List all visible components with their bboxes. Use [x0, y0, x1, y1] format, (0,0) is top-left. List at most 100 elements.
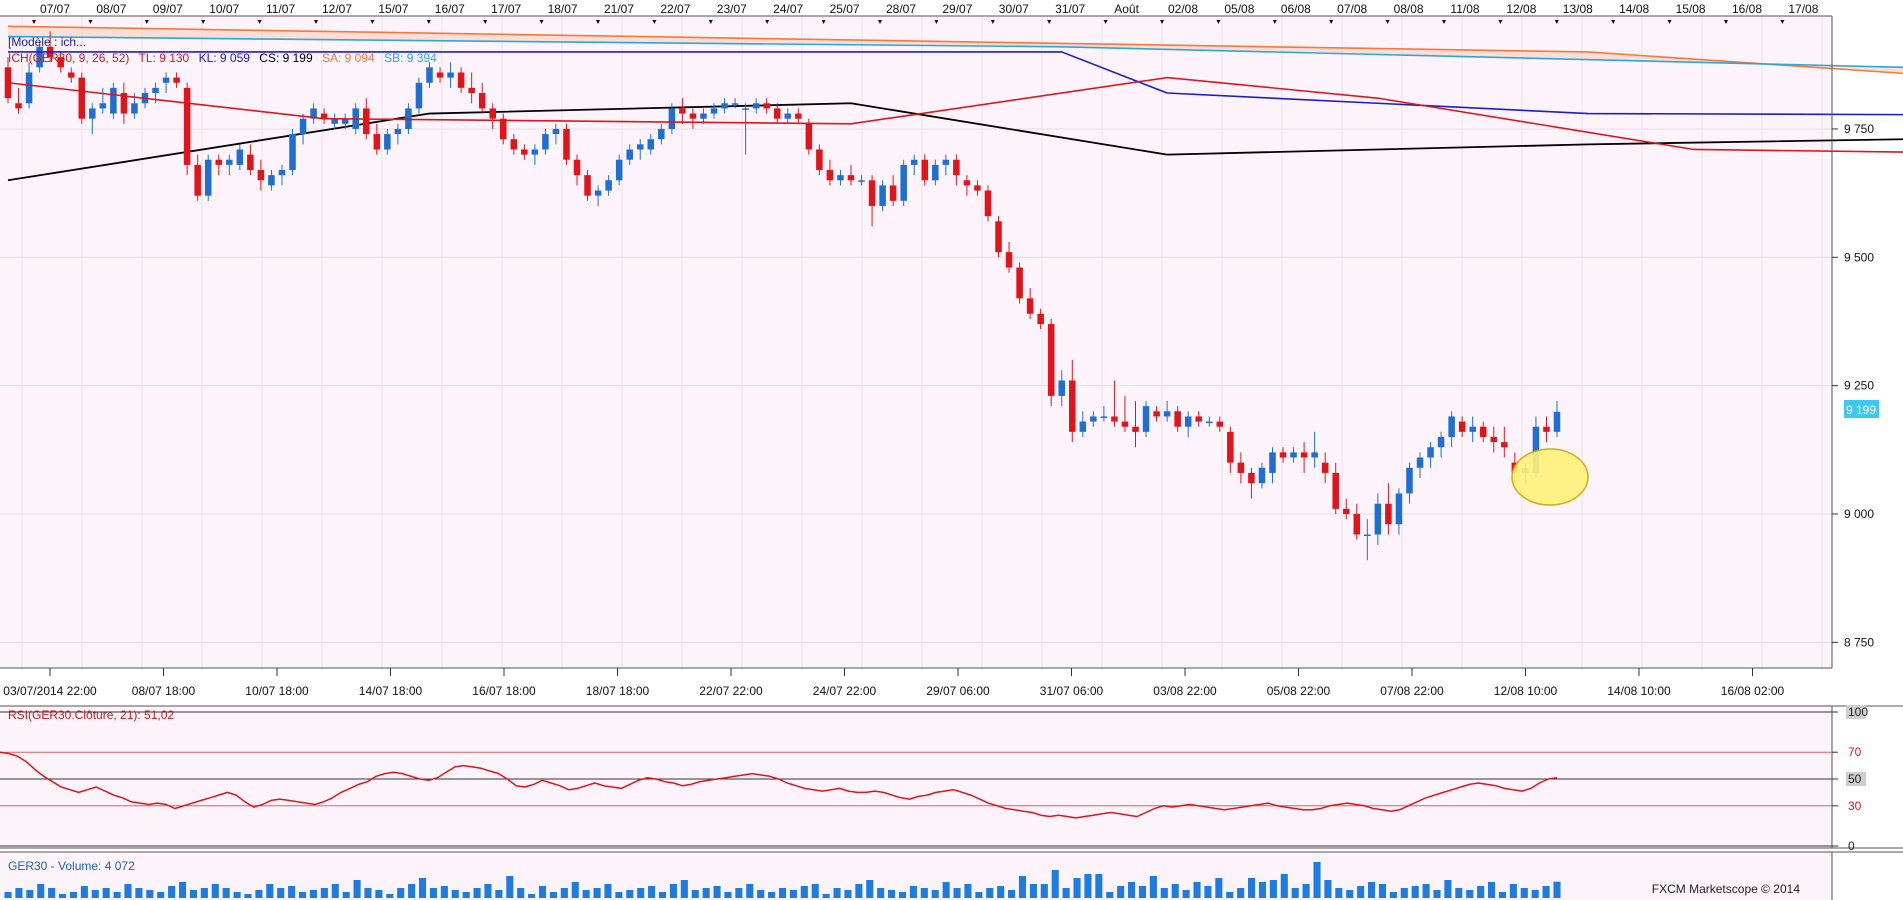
price-axis-label: 9 250 — [1844, 379, 1874, 393]
candle-body — [1501, 442, 1508, 448]
top-date-label: 11/08 — [1450, 2, 1479, 16]
volume-bar — [975, 892, 983, 898]
volume-bar — [506, 876, 514, 898]
candle-body — [995, 221, 1002, 253]
candle-body — [763, 103, 770, 109]
candle-body — [605, 180, 612, 191]
candle-body — [837, 175, 844, 181]
volume-bar — [844, 890, 852, 898]
volume-bar — [451, 890, 459, 898]
top-date-tick — [1780, 20, 1785, 24]
volume-bar — [1204, 886, 1212, 898]
volume-bar — [1215, 878, 1223, 898]
candle-body — [563, 128, 570, 160]
model-label[interactable]: [Modèle : ich... — [8, 35, 86, 49]
top-date-label: 30/07 — [999, 2, 1029, 16]
candle-body — [647, 139, 655, 150]
candle-body — [320, 113, 328, 119]
price-scale-bg — [1832, 16, 1903, 668]
candle-body — [25, 72, 33, 104]
candle-body — [99, 103, 107, 109]
rsi-scale-bg — [1832, 706, 1903, 848]
volume-bar — [320, 888, 328, 898]
tenkan-line — [7, 76, 1903, 153]
volume-bar — [418, 878, 427, 898]
candle-body — [1205, 421, 1213, 424]
candle-body — [615, 159, 623, 181]
copyright: FXCM Marketscope © 2014 — [1652, 882, 1801, 896]
candle-body — [1479, 426, 1487, 437]
volume-bar — [1128, 882, 1136, 898]
top-date-tick — [1160, 20, 1164, 24]
top-date-label: 11/07 — [266, 2, 295, 16]
volume-bar — [146, 890, 154, 898]
top-date-label: 13/08 — [1563, 2, 1593, 16]
top-date-tick — [1103, 20, 1108, 24]
volume-bar — [757, 890, 765, 898]
candle-body — [67, 72, 75, 78]
top-date-tick — [144, 20, 149, 24]
volume-bar — [964, 884, 972, 898]
bottom-date-label: 08/07 18:00 — [132, 684, 196, 698]
candle-body — [1227, 431, 1234, 463]
volume-bar — [408, 884, 416, 898]
candle-body — [384, 134, 391, 150]
kl-value: KL: 9 059 — [199, 51, 251, 65]
candle-body — [868, 180, 876, 206]
volume-bar — [615, 892, 623, 898]
volume-bar — [255, 890, 263, 898]
sb-value: SB: 9 394 — [384, 51, 437, 65]
volume-bar — [811, 884, 819, 898]
volume-bar — [48, 888, 56, 898]
volume-bar — [1444, 880, 1452, 898]
volume-bar — [1542, 886, 1550, 898]
candle-body — [742, 108, 749, 110]
top-date-label: 17/07 — [491, 2, 521, 16]
rsi-line — [0, 751, 1558, 819]
candle-body — [1395, 493, 1403, 525]
volume-bar — [298, 892, 307, 898]
volume-bar — [168, 886, 176, 898]
volume-bar — [1117, 886, 1125, 898]
candle-body — [1458, 421, 1466, 432]
volume-bar — [637, 888, 645, 898]
volume-bar — [626, 890, 634, 898]
candle-body — [1374, 503, 1382, 535]
volume-bar — [15, 888, 23, 898]
volume-bar — [528, 894, 536, 898]
volume-scale-bg — [1832, 852, 1903, 900]
candle-body — [310, 108, 317, 119]
volume-bar — [1248, 878, 1256, 898]
candle-body — [1311, 452, 1318, 458]
candle-body — [247, 154, 254, 171]
cs-value: CS: 9 199 — [259, 51, 313, 65]
candle-body — [162, 77, 170, 83]
volume-bar — [768, 892, 776, 898]
volume-bar — [397, 888, 405, 898]
volume-bar — [1008, 890, 1016, 898]
volume-bar — [1291, 888, 1299, 898]
volume-bar — [1346, 890, 1354, 898]
candle-body — [1258, 467, 1266, 484]
candle-body — [1553, 411, 1561, 432]
rsi-axis-label: 0 — [1848, 839, 1855, 853]
bottom-date-label: 29/07 06:00 — [926, 684, 990, 698]
candle-body — [1416, 457, 1424, 468]
volume-bar — [1029, 884, 1037, 898]
volume-bar — [593, 888, 601, 898]
candle-body — [679, 108, 686, 114]
candle-body — [1279, 452, 1287, 458]
rsi-panel — [0, 711, 1832, 847]
top-date-label: 22/07 — [660, 2, 690, 16]
sa-value: SA: 9 094 — [322, 51, 375, 65]
top-date-tick — [821, 20, 826, 24]
candle-body — [710, 108, 718, 114]
top-date-label: 28/07 — [886, 2, 916, 16]
price-axis-label: 9 750 — [1844, 122, 1874, 136]
top-date-tick — [370, 20, 375, 24]
candle-body — [1121, 421, 1129, 427]
bottom-date-label: 12/08 10:00 — [1494, 684, 1558, 698]
top-date-label: Août — [1114, 2, 1139, 16]
top-date-tick — [708, 20, 713, 24]
candle-body — [1037, 313, 1044, 325]
